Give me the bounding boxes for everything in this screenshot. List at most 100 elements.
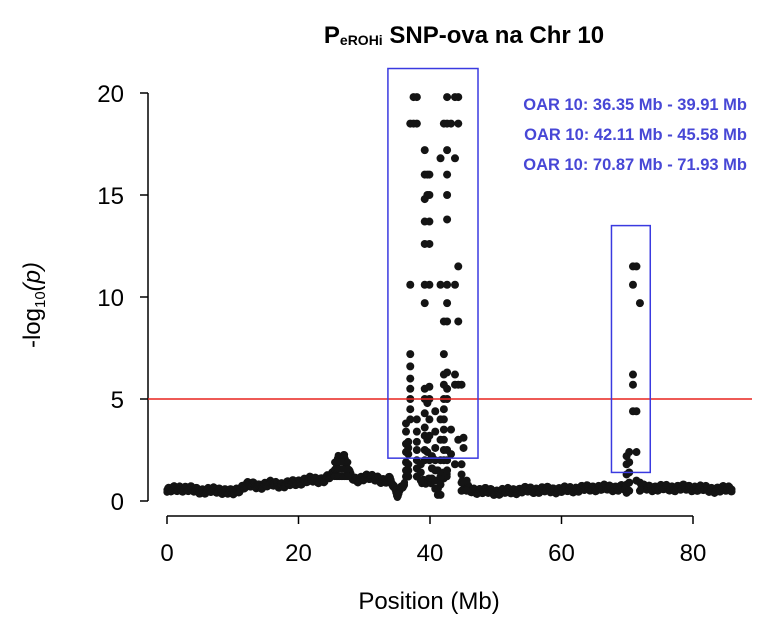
peak-point [431,407,440,416]
peak-point [450,154,459,163]
peak-point [416,468,425,477]
peak-point [412,93,421,102]
peak-point [462,486,471,495]
y-tick-label: 0 [111,489,124,516]
peak-point [439,350,448,359]
peak-point [454,317,463,326]
peak-point [625,448,634,457]
peak-point [436,280,445,289]
peak-point [416,476,425,485]
y-axis-label-post: (p) [19,262,46,291]
peak-point [454,119,463,128]
peak-point [625,478,634,487]
y-tick-label: 15 [97,183,124,210]
x-tick-label: 60 [548,540,575,567]
peak-point [443,317,452,326]
baseline-point [344,465,352,473]
peak-point [454,93,463,102]
plot-area: 0 5 10 15 20 0 20 40 60 80 OAR 10: 36.35 Mb - 39.9… [97,67,752,567]
peak-point [402,427,410,436]
peak-point [425,280,434,289]
peak-point [459,433,468,442]
peak-point [425,382,434,391]
y-axis-label-sub: 10 [32,291,49,308]
highlight-box [387,67,479,459]
peak-point [443,466,452,475]
peak-point [420,409,429,418]
baseline-point [728,488,736,496]
chart-title-suffix: SNP-ova na Chr 10 [383,22,604,49]
peak-point [436,490,445,499]
y-tick-label: 20 [97,81,124,108]
baseline-point [344,458,352,466]
x-tick-label: 20 [285,540,312,567]
peak-point [454,262,463,271]
peak-point [425,415,434,424]
peak-point [457,470,466,479]
baseline-point [344,472,352,481]
y-tick-label: 10 [97,285,124,312]
peak-point [628,370,637,379]
x-axis-label: Position (Mb) [358,588,499,615]
peak-point [404,450,413,459]
peak-point [632,262,641,271]
peak-point [406,415,415,424]
peak-point [443,191,452,199]
peak-point [404,472,413,481]
peak-point [404,460,413,469]
peak-point [406,374,415,383]
peak-point [439,405,448,414]
peak-point [459,443,468,452]
peak-point [406,350,415,359]
peak-point [436,154,445,163]
y-axis-label: -log10(p) [19,262,49,348]
peak-point [443,146,452,155]
peak-point [425,239,434,248]
peak-point [431,427,440,436]
peak-point [443,384,452,393]
peak-point [404,466,413,475]
region-annotation: OAR 10: 36.35 Mb - 39.91 Mb [523,96,747,114]
peak-point [406,362,415,371]
y-tick-label: 5 [111,387,124,414]
chart-title-subscript: eROHi [340,32,383,48]
peak-point [450,370,459,379]
baseline-point [400,481,409,489]
highlight-box [610,224,652,474]
peak-point [457,460,466,469]
peak-point [443,93,452,102]
peak-point [406,384,415,393]
peak-point [412,415,421,424]
peak-point [420,146,429,155]
peak-point [443,368,452,377]
peak-point [625,486,634,495]
peak-point [450,280,459,289]
peak-point [412,446,421,454]
peak-point [443,170,452,179]
x-tick-label: 40 [417,540,444,567]
peak-point [404,437,413,446]
peak-point [404,443,413,452]
peak-point [425,431,434,440]
peak-point [420,423,429,432]
peak-point [439,425,448,434]
peak-point [632,448,641,457]
peak-point [635,478,644,487]
peak-point [406,280,415,289]
peak-point [406,405,415,414]
peak-point [439,415,448,424]
peak-point [447,425,456,434]
x-tick-label: 80 [680,540,707,567]
peak-point [412,427,421,436]
peak-point [412,119,421,128]
peak-point [635,486,644,495]
peak-point [628,380,637,389]
x-tick-label: 0 [160,540,173,567]
peak-point [420,299,429,308]
peak-point [628,280,637,289]
peak-point [443,299,452,308]
peak-point [443,215,452,224]
peak-point [425,217,434,226]
